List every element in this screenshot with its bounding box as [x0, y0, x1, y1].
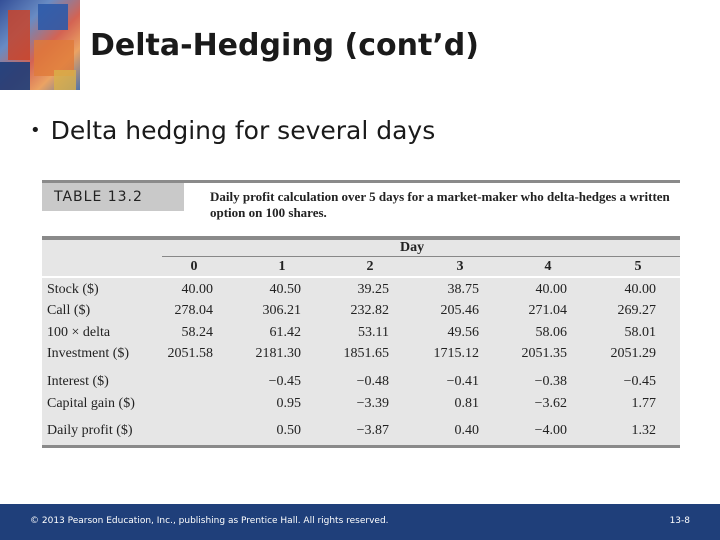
day-column-header: 4: [544, 259, 552, 274]
table-cell: 2181.30: [255, 346, 302, 361]
table-cell: 0.81: [454, 396, 480, 411]
table-cell: −0.38: [534, 374, 567, 389]
table-cell: 61.42: [269, 325, 302, 340]
table-cell: −3.62: [534, 396, 567, 411]
copyright-notice: © 2013 Pearson Education, Inc., publishi…: [30, 516, 389, 526]
table-cell: 40.00: [535, 282, 568, 297]
table-cell: 1851.65: [343, 346, 390, 361]
row-label: Capital gain ($): [47, 396, 135, 411]
table-cell: 58.01: [624, 325, 657, 340]
table-cell: 2051.29: [610, 346, 657, 361]
table-cell: −0.48: [356, 374, 389, 389]
table-cell: −4.00: [534, 423, 567, 438]
table-cell: 58.24: [181, 325, 214, 340]
footer-bar: © 2013 Pearson Education, Inc., publishi…: [0, 504, 720, 540]
table-bottom-rule: [42, 445, 680, 448]
row-label: Stock ($): [47, 282, 99, 297]
day-column-header: 1: [278, 259, 286, 274]
table-cell: 0.50: [276, 423, 302, 438]
profit-table: Day 0 1 2 3 4 5 Stock ($) 40.00 40.50 39.25 38.75 4…: [42, 236, 680, 448]
table-cell: 40.00: [181, 282, 214, 297]
day-column-header: 2: [366, 259, 374, 274]
table-cell: 2051.58: [167, 346, 214, 361]
column-header-rule: [42, 276, 680, 278]
table-top-rule: [42, 236, 680, 240]
table-cell: 39.25: [357, 282, 390, 297]
table-cell: 49.56: [447, 325, 480, 340]
table-cell: 205.46: [440, 303, 480, 318]
table-label: TABLE 13.2: [42, 183, 184, 211]
day-group-header: Day: [400, 240, 425, 255]
table-cell: 2051.35: [521, 346, 568, 361]
table-cell: 232.82: [350, 303, 390, 318]
table-cell: 40.00: [624, 282, 657, 297]
table-cell: 269.27: [617, 303, 657, 318]
table-cell: 58.06: [535, 325, 568, 340]
table-cell: 0.95: [276, 396, 302, 411]
slide-title: Delta-Hedging (cont’d): [90, 28, 479, 63]
table-cell: 278.04: [174, 303, 214, 318]
bullet-text: Delta hedging for several days: [50, 116, 436, 145]
day-column-header: 5: [634, 259, 642, 274]
page-number: 13-8: [669, 516, 690, 526]
table-cell: 1.32: [631, 423, 657, 438]
day-column-header: 3: [456, 259, 464, 274]
row-label: 100 × delta: [47, 325, 111, 340]
table-cell: 1.77: [631, 396, 657, 411]
caption-rule: [42, 180, 680, 183]
row-label: Daily profit ($): [47, 423, 133, 438]
table-cell: −3.87: [356, 423, 389, 438]
day-column-header: 0: [190, 259, 198, 274]
table-cell: 306.21: [262, 303, 302, 318]
table-cell: −3.39: [356, 396, 389, 411]
bullet-dot-icon: •: [30, 120, 41, 141]
table-cell: 53.11: [358, 325, 389, 340]
row-label: Call ($): [47, 303, 91, 318]
table-cell: 38.75: [447, 282, 480, 297]
table-cell: −0.45: [268, 374, 301, 389]
day-header-rule: [162, 256, 680, 257]
table-cell: 40.50: [269, 282, 302, 297]
table-cell: 1715.12: [433, 346, 480, 361]
table-caption: Daily profit calculation over 5 days for…: [210, 189, 670, 220]
table-cell: 271.04: [528, 303, 568, 318]
bullet-item: • Delta hedging for several days: [30, 116, 435, 145]
table-cell: −0.45: [623, 374, 656, 389]
header-artwork-image: [0, 0, 80, 90]
row-label: Interest ($): [47, 374, 109, 389]
table-cell: −0.41: [446, 374, 479, 389]
row-label: Investment ($): [47, 346, 130, 361]
table-cell: 0.40: [454, 423, 480, 438]
